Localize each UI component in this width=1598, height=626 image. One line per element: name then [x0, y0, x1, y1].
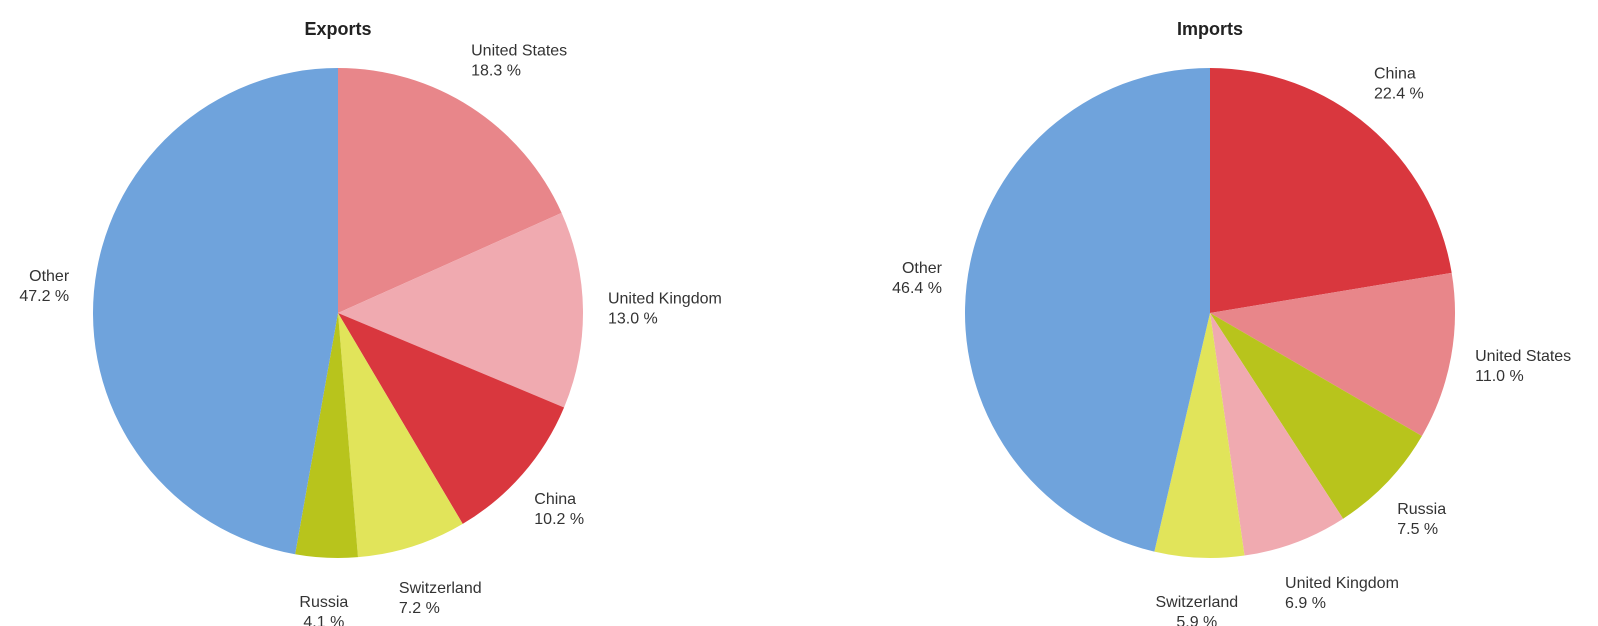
- slice-label: Other: [902, 260, 943, 277]
- slice-label: Switzerland: [399, 580, 482, 597]
- pie-slice: [964, 68, 1210, 552]
- slice-label: China: [1374, 65, 1416, 82]
- slice-value-label: 7.5 %: [1397, 521, 1438, 538]
- pie-slice: [338, 313, 463, 558]
- chart-title: Imports: [1177, 19, 1243, 39]
- slice-value-label: 4.1 %: [303, 614, 344, 626]
- pie-slice: [1154, 313, 1245, 558]
- chart-title: Exports: [304, 19, 371, 39]
- pie-slice: [295, 313, 358, 558]
- slice-label: United States: [471, 42, 567, 59]
- slice-value-label: 7.2 %: [399, 600, 440, 617]
- pie-slice: [1210, 313, 1344, 556]
- slice-value-label: 18.3 %: [471, 62, 521, 79]
- pie-slice: [1210, 68, 1452, 313]
- pie-slice: [338, 212, 583, 408]
- slice-value-label: 22.4 %: [1374, 85, 1424, 102]
- slice-label: Russia: [299, 594, 348, 611]
- slice-label: Other: [29, 268, 70, 285]
- pie-slice: [1210, 313, 1422, 519]
- slice-value-label: 46.4 %: [892, 280, 942, 297]
- pie-slice: [338, 313, 565, 524]
- slice-label: Russia: [1397, 501, 1446, 518]
- slice-value-label: 11.0 %: [1475, 368, 1524, 385]
- slice-label: United Kingdom: [1285, 575, 1399, 592]
- pie-slice: [93, 68, 338, 555]
- slice-value-label: 13.0 %: [608, 310, 658, 327]
- pie-slice: [338, 68, 562, 313]
- slice-value-label: 47.2 %: [19, 288, 69, 305]
- slice-label: China: [534, 491, 576, 508]
- slice-value-label: 5.9 %: [1176, 614, 1217, 626]
- slice-label: United Kingdom: [608, 290, 722, 307]
- slice-value-label: 10.2 %: [534, 511, 584, 528]
- pie-slice: [1210, 272, 1455, 436]
- slice-label: United States: [1475, 348, 1571, 365]
- slice-value-label: 6.9 %: [1285, 595, 1326, 612]
- slice-label: Switzerland: [1155, 594, 1238, 611]
